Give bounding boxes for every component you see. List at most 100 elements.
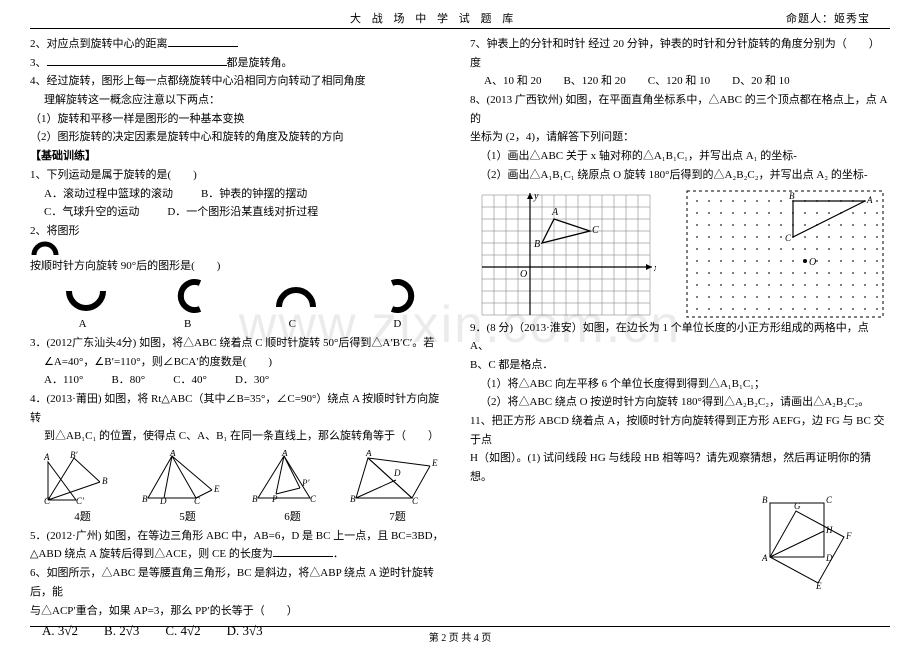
svg-text:F: F <box>845 531 852 541</box>
q1-choices-row2: C．气球升空的运动 D．一个图形沿某直线对折过程 <box>30 203 450 222</box>
two-column-body: 2、对应点到旋转中心的距离 3、都是旋转角。 4、经过旋转，图形上每一点都绕旋转… <box>30 35 890 642</box>
q2-label-a: A <box>79 315 87 334</box>
svg-text:C: C <box>44 496 51 506</box>
note-2: （1）旋转和平移一样是图形的一种基本变换 <box>30 110 450 129</box>
arc-icon-prompt <box>30 241 60 257</box>
q8s1: （1）画出△ABC 关于 x 轴对称的△A₁B₁C₁，并写出点 A₁ 的坐标- <box>470 147 890 166</box>
q3-a: A．110° <box>44 371 83 390</box>
header-left: 大 战 场 中 学 试 题 库 <box>350 10 517 26</box>
svg-text:P′: P′ <box>301 478 310 488</box>
q3a: ∠A=40°，∠B′=110°，则∠BCA′的度数是( ) <box>30 353 450 372</box>
svg-text:G: G <box>794 501 801 511</box>
q3-d: D．30° <box>235 371 269 390</box>
svg-text:A: A <box>866 195 873 205</box>
svg-text:E: E <box>815 581 822 591</box>
figlabel-4: 4题 <box>74 508 91 527</box>
header-rule <box>30 28 890 29</box>
line-2: 2、对应点到旋转中心的距离 <box>30 35 450 54</box>
q4-figure-row: A B′ B C C′ A B D C E <box>30 446 450 508</box>
q9s1: （1）将△ABC 向左平移 6 个单位长度得到得到△A₁B₁C₁； <box>470 375 890 394</box>
q9s2: （2）将△ABC 绕点 O 按逆时针方向旋转 180°得到△A₂B₂C₂，请画出… <box>470 393 890 412</box>
q9: 9．(8 分)（2013·淮安）如图，在边长为 1 个单位长度的小正方形组成的两… <box>470 319 890 356</box>
figure-q6: A B P C P′ <box>250 450 330 506</box>
q5a: △ABD 绕点 A 旋转后得到△ACE，则 CE 的长度为． <box>30 545 450 564</box>
figlabel-5: 5题 <box>179 508 196 527</box>
q3-c: C．40° <box>173 371 207 390</box>
dot-grid: B A C O <box>685 189 885 319</box>
svg-text:B: B <box>142 494 148 504</box>
section-basic-training: 【基础训练】 <box>30 147 450 166</box>
page-header: 大 战 场 中 学 试 题 库 命题人：姬秀宝 <box>30 10 890 26</box>
svg-text:B: B <box>102 476 108 486</box>
svg-text:D: D <box>393 468 401 478</box>
svg-text:O: O <box>809 257 816 268</box>
left-column: 2、对应点到旋转中心的距离 3、都是旋转角。 4、经过旋转，图形上每一点都绕旋转… <box>30 35 450 642</box>
q6: 6、如图所示，△ABC 是等腰直角三角形，BC 是斜边，将△ABP 绕点 A 逆… <box>30 564 450 601</box>
svg-text:C: C <box>785 233 792 243</box>
q3-b: B．80° <box>111 371 145 390</box>
svg-text:E: E <box>431 458 438 468</box>
q1-choice-b: B．钟表的钟摆的摆动 <box>201 185 307 204</box>
q4-fig-labels: 4题 5题 6题 7题 <box>30 508 450 527</box>
svg-text:A: A <box>43 452 50 462</box>
arc-option-b <box>174 279 208 313</box>
figure-q7: A B C D E <box>350 450 440 506</box>
arc-option-a <box>63 283 109 313</box>
svg-text:E: E <box>213 484 220 494</box>
figure-q4: A B′ B C C′ <box>40 450 120 506</box>
svg-text:x: x <box>653 263 656 274</box>
svg-text:B: B <box>534 239 540 250</box>
figlabel-7: 7题 <box>389 508 406 527</box>
grid-figures: x y O A C B <box>470 189 890 319</box>
svg-text:H: H <box>825 525 833 535</box>
arc-option-d <box>384 279 418 313</box>
svg-text:D: D <box>159 496 167 506</box>
svg-text:A: A <box>281 450 288 458</box>
q2: 2、将图形 按顺时针方向旋转 90°后的图形是( ) <box>30 222 450 275</box>
svg-text:A: A <box>365 450 372 458</box>
header-right: 命题人：姬秀宝 <box>786 10 870 26</box>
q3: 3．(2012广东汕头4分) 如图，将△ABC 绕着点 C 顺时针旋转 50°后… <box>30 334 450 353</box>
q1-choice-a: A．滚动过程中篮球的滚动 <box>44 185 173 204</box>
svg-text:B: B <box>252 494 258 504</box>
svg-text:y: y <box>533 191 539 202</box>
svg-text:C′: C′ <box>76 496 85 506</box>
q3-choices: A．110° B．80° C．40° D．30° <box>30 371 450 390</box>
svg-text:B: B <box>762 495 768 505</box>
q8a: 坐标为 (2，4)，请解答下列问题： <box>470 128 890 147</box>
svg-text:C: C <box>310 494 317 504</box>
svg-text:A: A <box>761 553 768 563</box>
figure-q11: A B C D E F G H <box>750 491 860 591</box>
q7: 7、钟表上的分针和时针 经过 20 分钟，钟表的时针和分针旋转的角度分别为（ ）… <box>470 35 890 72</box>
q8s2: （2）画出△A₁B₁C₁ 绕原点 O 旋转 180°后得到的△A₂B₂C₂，并写… <box>470 166 890 185</box>
svg-text:C: C <box>592 225 599 236</box>
q1-choices-row1: A．滚动过程中篮球的滚动 B．钟表的钟摆的摆动 <box>30 185 450 204</box>
footer-text: 第 2 页 共 4 页 <box>429 633 492 644</box>
q4a: 到△AB₁C₁ 的位置，使得点 C、A、B₁ 在同一条直线上，那么旋转角等于（ … <box>30 427 450 446</box>
q2-figures <box>30 275 450 315</box>
svg-text:B: B <box>350 494 356 504</box>
q1-choice-c: C．气球升空的运动 <box>44 203 139 222</box>
q2-label-c: C <box>289 315 296 334</box>
q5: 5．(2012·广州) 如图，在等边三角形 ABC 中，AB=6，D 是 BC … <box>30 527 450 546</box>
svg-text:B: B <box>789 191 795 201</box>
coordinate-grid: x y O A C B <box>476 189 656 319</box>
svg-text:O: O <box>520 269 527 280</box>
right-column: 7、钟表上的分针和时针 经过 20 分钟，钟表的时针和分针旋转的角度分别为（ ）… <box>470 35 890 642</box>
q7-b: B、120 和 20 <box>563 72 625 91</box>
line-4: 4、经过旋转，图形上每一点都绕旋转中心沿相同方向转动了相同角度 <box>30 72 450 91</box>
line-3: 3、都是旋转角。 <box>30 54 450 73</box>
svg-text:A: A <box>169 450 176 458</box>
note-3: （2）图形旋转的决定因素是旋转中心和旋转的角度及旋转的方向 <box>30 128 450 147</box>
svg-text:C: C <box>194 496 201 506</box>
svg-text:P: P <box>271 494 278 504</box>
q11: 11、把正方形 ABCD 绕着点 A，按顺时针方向旋转得到正方形 AEFG，边 … <box>470 412 890 449</box>
q7-a: A、10 和 20 <box>484 72 541 91</box>
q2-labels: A B C D <box>30 315 450 334</box>
figlabel-6: 6题 <box>284 508 301 527</box>
q7-c: C、120 和 10 <box>648 72 710 91</box>
q9a: B、C 都是格点． <box>470 356 890 375</box>
note-1: 理解旋转这一概念应注意以下两点： <box>30 91 450 110</box>
page: www.zixin.com.cn 大 战 场 中 学 试 题 库 命题人：姬秀宝… <box>0 0 920 650</box>
figure-q5: A B D C E <box>140 450 230 506</box>
